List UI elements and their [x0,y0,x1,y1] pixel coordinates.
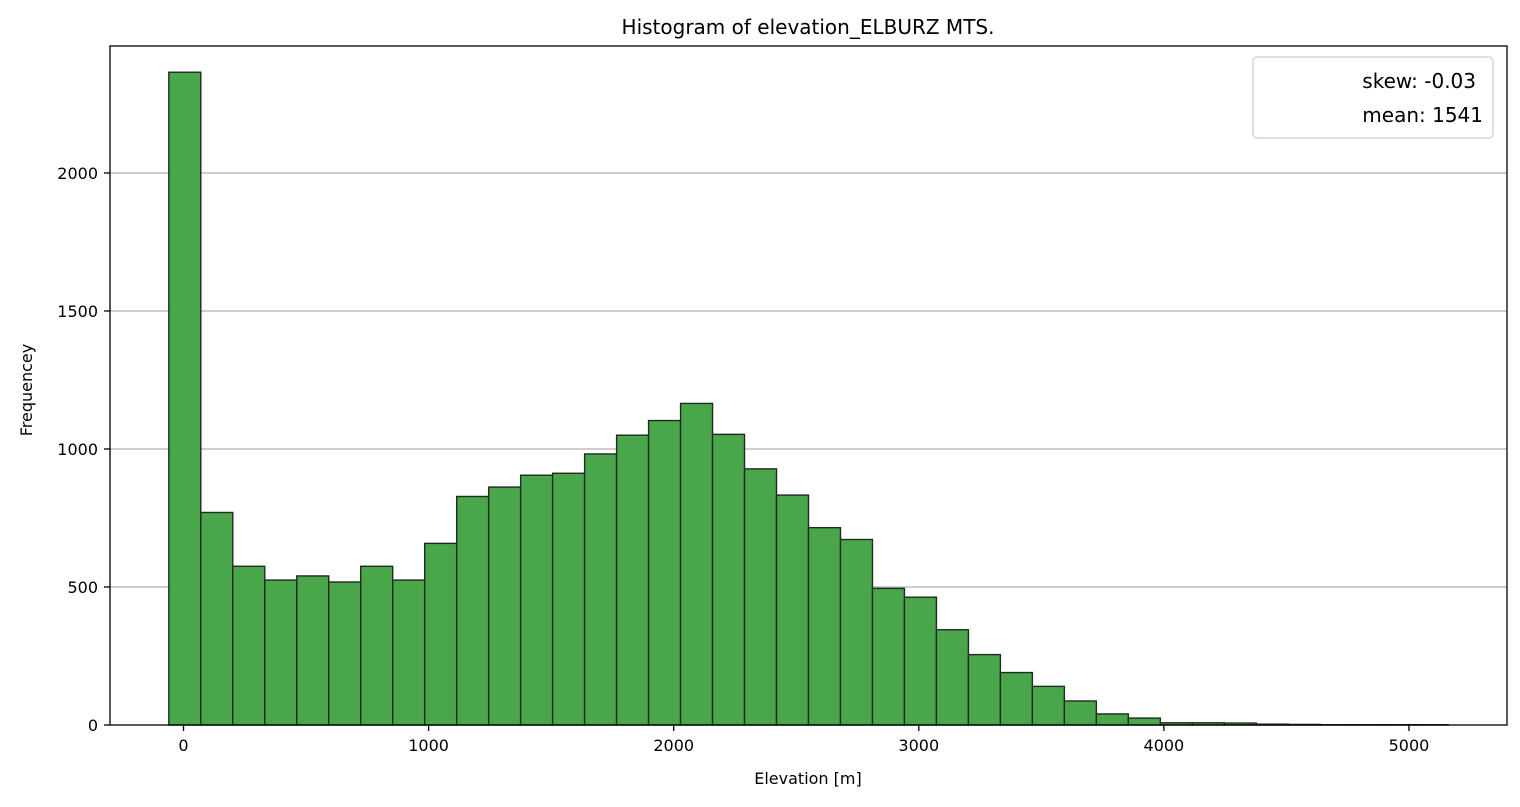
histogram-bar-15 [649,421,681,725]
y-axis-label: Frequencey [17,344,36,437]
histogram-bar-10 [489,487,521,725]
histogram-bar-1 [201,512,233,725]
y-tick-label-2000: 2000 [57,164,98,183]
x-tick-label-4000: 4000 [1144,736,1185,755]
histogram-bar-19 [777,495,809,725]
histogram-bar-29 [1096,714,1128,725]
histogram-bar-13 [585,454,617,725]
histogram-bar-27 [1032,686,1064,725]
x-axis-label: Elevation [m] [754,769,861,788]
histogram-bar-11 [521,475,553,725]
histogram-bar-30 [1128,718,1160,725]
histogram-bar-21 [840,540,872,725]
x-tick-label-1000: 1000 [408,736,449,755]
x-tick-label-5000: 5000 [1389,736,1430,755]
histogram-bar-6 [361,566,393,725]
histogram-bar-25 [968,655,1000,725]
y-axis: 0 500 1000 1500 2000 [57,164,110,735]
histogram-bar-3 [265,580,297,725]
histogram-bar-23 [904,597,936,725]
x-tick-label-2000: 2000 [653,736,694,755]
histogram-bar-22 [872,588,904,725]
histogram-bar-20 [809,528,841,725]
legend-entry-mean: mean: 1541 [1362,103,1483,127]
histogram-bar-26 [1000,673,1032,725]
y-tick-label-1500: 1500 [57,302,98,321]
histogram-bar-18 [745,469,777,725]
x-axis: 0 1000 2000 3000 4000 5000 [178,725,1429,755]
chart-title: Histogram of elevation_ELBURZ MTS. [622,15,995,39]
legend-entry-skew: skew: -0.03 [1362,69,1476,93]
y-tick-label-500: 500 [67,578,98,597]
histogram-bar-4 [297,576,329,725]
legend: skew: -0.03 mean: 1541 [1253,57,1493,138]
histogram-bar-12 [553,473,585,725]
y-tick-label-1000: 1000 [57,440,98,459]
histogram-bar-17 [713,434,745,725]
histogram-bar-0 [169,72,201,725]
histogram-bar-5 [329,582,361,725]
histogram-bar-2 [233,566,265,725]
x-tick-label-3000: 3000 [898,736,939,755]
histogram-bar-28 [1064,701,1096,725]
histogram-bar-8 [425,543,457,725]
histogram-bars [169,72,1448,725]
histogram-bar-14 [617,435,649,725]
histogram-bar-24 [936,630,968,725]
histogram-bar-7 [393,580,425,725]
y-tick-label-0: 0 [88,716,98,735]
x-tick-label-0: 0 [178,736,188,755]
histogram-bar-16 [681,403,713,725]
histogram-bar-9 [457,496,489,725]
